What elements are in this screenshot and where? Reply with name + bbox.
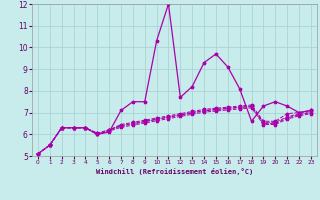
- X-axis label: Windchill (Refroidissement éolien,°C): Windchill (Refroidissement éolien,°C): [96, 168, 253, 175]
